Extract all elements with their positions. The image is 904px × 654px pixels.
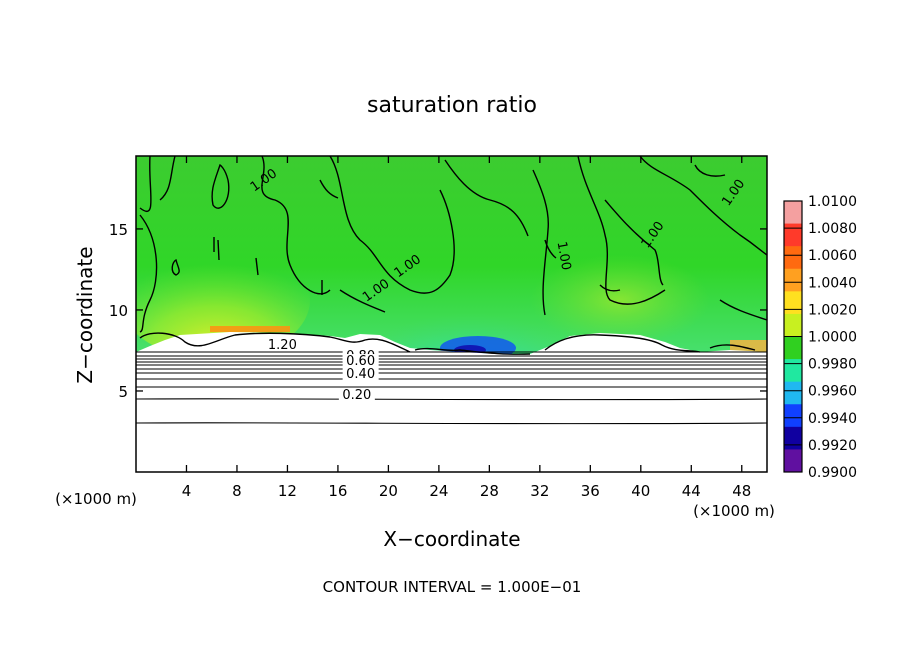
contour-lines-cloud-boundary: [139, 332, 756, 355]
x-tick-label-3: 16: [328, 482, 347, 500]
y-tick-label-0: 5: [118, 383, 128, 401]
colorbar-label-7: 0.9960: [808, 384, 857, 400]
chart-title: saturation ratio: [367, 93, 537, 118]
colorbar-swatch-6: [784, 336, 802, 360]
x-axis-ticks: 4 8 12 16 20 24 28 32 36 40 44 48: [182, 156, 751, 500]
contour-label-2: 1.00: [554, 240, 574, 271]
contour-label-bg-9: [342, 367, 379, 381]
contour-interval-note: CONTOUR INTERVAL = 1.000E−01: [323, 578, 582, 596]
subsaturated-region: [136, 332, 767, 472]
colorbar-swatch-9: [784, 404, 802, 428]
plot-area: [136, 156, 767, 472]
colorbar-swatch-7: [784, 359, 802, 383]
colorbar-swatch-2: [784, 246, 802, 270]
x-axis-label: X−coordinate: [383, 527, 520, 551]
colorbar-swatch-10: [784, 426, 802, 450]
y-tick-label-2: 15: [109, 221, 128, 239]
contour-label-bg-6: [264, 337, 301, 351]
x-tick-label-6: 28: [480, 482, 499, 500]
colorbar-label-5: 1.0000: [808, 330, 857, 346]
orange-streak: [210, 326, 290, 332]
contour-label-bg-10: [338, 388, 375, 402]
x-tick-label-1: 8: [232, 482, 242, 500]
colorbar: 1.0100 1.0080 1.0060 1.0040 1.0020 1.0000 0.99…: [783, 194, 857, 481]
contour-lines-lower: [136, 351, 767, 425]
colorbar-label-2: 1.0060: [808, 248, 857, 264]
x-axis-unit-right: (×1000 m): [693, 502, 775, 520]
colorbar-label-6: 0.9980: [808, 357, 857, 373]
contour-label-10: 0.20: [342, 388, 371, 403]
colorbar-swatch-1: [784, 223, 802, 247]
x-tick-label-2: 12: [278, 482, 297, 500]
colorbar-label-8: 0.9940: [808, 411, 857, 427]
colorbar-label-10: 0.9900: [808, 465, 857, 481]
x-tick-label-8: 36: [581, 482, 600, 500]
x-axis-unit-left: (×1000 m): [55, 490, 137, 508]
x-tick-label-0: 4: [182, 482, 192, 500]
y-axis-label: Z−coordinate: [73, 246, 97, 383]
contour-lines-upper: [139, 156, 767, 333]
contour-label-bg-8: [342, 354, 379, 368]
y-axis-ticks: 5 10 15: [109, 221, 767, 401]
colorbar-swatch-5: [784, 313, 802, 337]
colorbar-label-0: 1.0100: [808, 194, 857, 210]
x-tick-label-5: 24: [429, 482, 448, 500]
x-tick-label-4: 20: [379, 482, 398, 500]
contour-label-9: 0.40: [346, 367, 375, 382]
y-tick-label-1: 10: [109, 302, 128, 320]
colorbar-swatch-8: [784, 381, 802, 405]
x-tick-label-7: 32: [530, 482, 549, 500]
colorbar-label-3: 1.0040: [808, 275, 857, 291]
contour-label-8: 0.60: [346, 354, 375, 369]
x-tick-label-9: 40: [631, 482, 650, 500]
colorbar-swatch-3: [784, 268, 802, 292]
colorbar-label-9: 0.9920: [808, 438, 857, 454]
plot-frame: [135, 155, 768, 473]
colorbar-swatch-0: [784, 201, 802, 225]
contour-label-6: 1.20: [268, 338, 297, 353]
colorbar-label-1: 1.0080: [808, 221, 857, 237]
colorbar-swatch-4: [784, 291, 802, 315]
x-tick-label-10: 44: [682, 482, 701, 500]
x-tick-label-11: 48: [732, 482, 751, 500]
colorbar-swatch-11: [784, 449, 802, 473]
colorbar-label-4: 1.0020: [808, 302, 857, 318]
